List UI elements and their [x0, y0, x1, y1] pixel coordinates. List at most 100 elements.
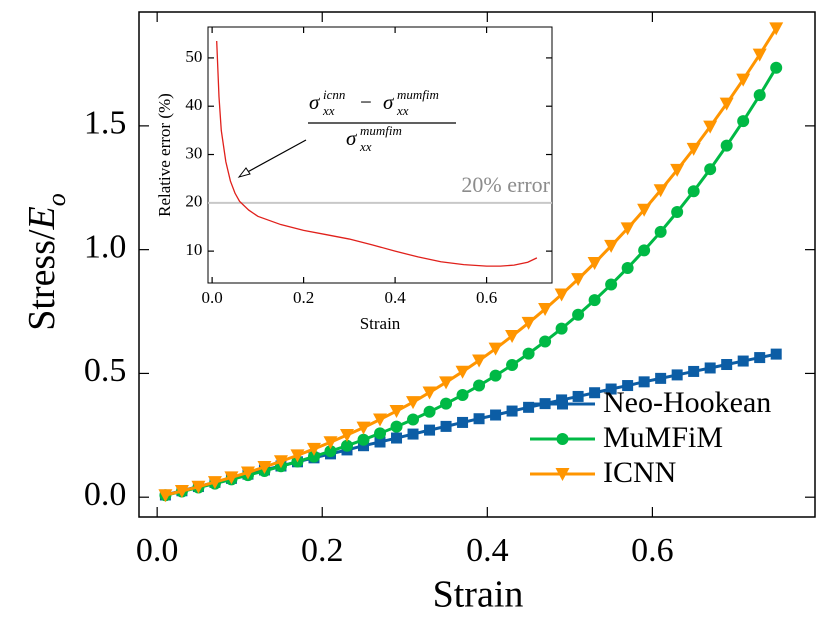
marker: [406, 396, 421, 410]
marker: [473, 379, 486, 392]
marker: [439, 376, 454, 390]
marker: [572, 308, 585, 321]
marker: [455, 365, 470, 379]
marker: [174, 485, 189, 499]
marker: [622, 380, 634, 392]
marker: [457, 416, 469, 428]
inset-chart: 0.0 0.2 0.4 0.6 10 20 30 40 50 20% error: [185, 27, 552, 307]
y-tick-label: 20: [185, 192, 202, 211]
reference-label: 20% error: [461, 172, 550, 197]
formula-base: σ: [309, 90, 321, 114]
formula-sup: mumfim: [360, 123, 402, 138]
marker: [754, 352, 766, 364]
marker: [373, 413, 388, 427]
marker: [191, 480, 206, 494]
formula-sup: mumfim: [397, 87, 439, 102]
legend-marker: [556, 433, 569, 445]
formula-base: σ: [346, 126, 358, 150]
marker: [423, 405, 436, 418]
series-line: [216, 40, 538, 267]
formula-base: σ: [383, 90, 395, 114]
marker: [637, 203, 652, 217]
y-tick-label: 1.5: [84, 105, 127, 142]
x-tick-label: 0.6: [631, 532, 674, 569]
marker: [770, 348, 782, 360]
marker: [306, 442, 321, 456]
main-frame: [138, 11, 816, 518]
marker: [506, 405, 518, 417]
marker: [605, 383, 617, 395]
marker: [506, 359, 519, 372]
marker: [704, 163, 717, 176]
marker: [407, 428, 419, 440]
marker: [769, 22, 784, 36]
marker: [521, 316, 536, 330]
marker: [686, 142, 701, 156]
marker: [752, 48, 767, 62]
y-tick-label: 0.5: [84, 352, 127, 389]
marker: [604, 239, 619, 253]
marker: [207, 476, 222, 490]
marker: [588, 294, 601, 307]
marker: [240, 466, 255, 480]
marker: [522, 347, 535, 360]
marker: [307, 450, 320, 463]
marker: [472, 354, 487, 368]
marker: [539, 335, 552, 348]
formula-sub: xx: [322, 103, 335, 118]
marker: [671, 369, 683, 381]
marker: [638, 244, 651, 257]
marker: [490, 409, 502, 421]
y-label-sub: o: [42, 193, 71, 206]
marker: [605, 278, 618, 291]
legend-marker: [555, 468, 570, 481]
marker: [589, 387, 601, 399]
marker: [357, 433, 370, 446]
legend-label: MuMFiM: [603, 421, 723, 454]
marker: [257, 460, 272, 474]
marker: [670, 163, 685, 177]
marker: [523, 401, 535, 413]
x-tick-label: 0.0: [136, 532, 179, 569]
marker: [341, 439, 353, 452]
marker: [440, 397, 453, 410]
marker: [737, 355, 749, 367]
marker: [390, 420, 403, 433]
legend-label: Neo-Hookean: [603, 386, 771, 419]
marker: [654, 225, 667, 238]
marker: [671, 206, 684, 219]
formula-operator: −: [360, 90, 372, 114]
marker: [224, 471, 239, 485]
marker: [620, 222, 635, 236]
inset-y-axis-label: Relative error (%): [155, 93, 174, 217]
y-label-symbol: E: [21, 206, 63, 230]
marker: [554, 288, 569, 302]
formula: σ icnn xx − σ mumfim xx σ mumfim xx: [237, 87, 456, 178]
marker: [653, 184, 668, 198]
marker: [753, 89, 766, 102]
main-chart: 0.0 0.2 0.4 0.6 0.0 0.5 1.0 1.5 Neo-HookeanMuMFi…: [84, 12, 815, 569]
y-axis-label: Stress/Eo: [21, 193, 72, 331]
marker: [621, 261, 634, 274]
marker: [737, 115, 750, 128]
marker: [736, 73, 751, 87]
marker: [571, 273, 586, 287]
y-tick-label: 10: [185, 240, 202, 259]
marker: [538, 303, 553, 317]
marker: [374, 427, 387, 440]
marker: [389, 405, 404, 419]
marker: [719, 97, 734, 111]
marker: [638, 376, 650, 388]
marker: [440, 420, 452, 432]
annotation-arrow: [241, 139, 307, 176]
marker: [323, 436, 338, 450]
y-tick-label: 1.0: [84, 228, 127, 265]
marker: [473, 413, 485, 425]
legend-marker: [557, 398, 568, 410]
marker: [721, 359, 733, 371]
x-axis-label: Strain: [433, 574, 524, 616]
arrow-head: [237, 167, 251, 178]
marker: [572, 390, 584, 402]
legend-label: ICNN: [603, 456, 676, 489]
